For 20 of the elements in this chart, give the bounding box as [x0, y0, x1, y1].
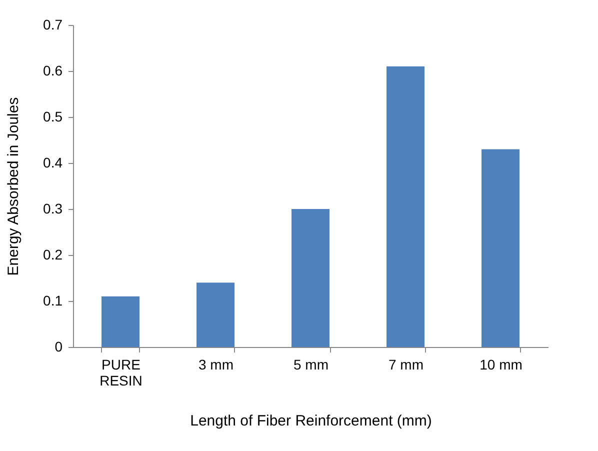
- y-tick-label: 0.7: [43, 16, 63, 32]
- bar: [292, 209, 330, 347]
- x-tick-label: PURE RESIN: [100, 356, 142, 388]
- y-tick-label: 0.2: [43, 246, 63, 262]
- y-tick-label: 0.5: [43, 108, 63, 124]
- x-tick-label: 3 mm: [198, 356, 234, 372]
- y-tick-label: 0: [54, 338, 63, 354]
- bar: [102, 296, 140, 347]
- y-tick-label: 0.6: [43, 62, 63, 78]
- x-tick-label: 5 mm: [294, 356, 328, 372]
- y-axis-title: Energy Absorbed in Joules: [5, 97, 22, 276]
- x-axis-title: Length of Fiber Reinforcement (mm): [190, 412, 432, 430]
- y-tick-label: 0.3: [43, 200, 63, 216]
- y-tick-label: 0.1: [43, 292, 63, 308]
- bar: [482, 149, 520, 347]
- x-tick-label: 10 mm: [480, 356, 522, 372]
- bar: [386, 66, 424, 347]
- y-tick-label: 0.4: [43, 154, 63, 170]
- bar: [196, 282, 234, 347]
- x-tick-label: 7 mm: [388, 356, 424, 372]
